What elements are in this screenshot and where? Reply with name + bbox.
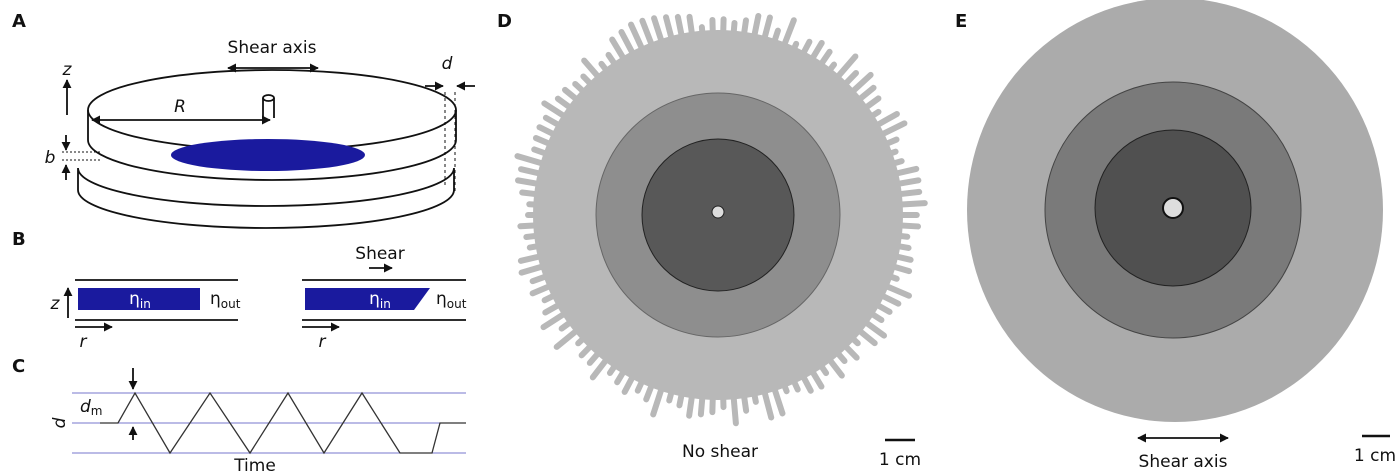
shear-axis-label: Shear axis xyxy=(228,38,317,58)
b-label: b xyxy=(45,148,56,168)
panel-label: B xyxy=(12,229,26,250)
r-label: r xyxy=(80,332,88,352)
waveform xyxy=(72,368,466,453)
time-label: Time xyxy=(233,456,276,473)
r-label: r xyxy=(319,332,327,352)
eta: η xyxy=(129,289,140,309)
caption: No shear xyxy=(682,442,758,462)
panel-label: E xyxy=(955,11,967,32)
d: d xyxy=(80,397,91,417)
subscript: m xyxy=(91,404,103,418)
drop xyxy=(171,139,365,171)
r-label: R xyxy=(174,97,186,117)
subscript: in xyxy=(380,297,391,311)
panel-label: D xyxy=(497,11,512,32)
plates xyxy=(62,68,475,228)
subscript: out xyxy=(221,297,241,311)
eta: η xyxy=(210,289,221,309)
dm-label: dm xyxy=(80,397,103,418)
z-label: z xyxy=(50,294,61,314)
panel-label: C xyxy=(12,356,25,377)
z-label: z xyxy=(62,60,73,80)
eta: η xyxy=(369,289,380,309)
d-axis-label: d xyxy=(50,417,70,428)
figure: A Shear axis z R d b B ηin ηout z r ηin … xyxy=(0,0,1398,473)
scale-label: 1 cm xyxy=(1354,446,1396,466)
panel-label: A xyxy=(12,11,26,32)
d-label: d xyxy=(442,54,453,74)
eta-out: ηout xyxy=(436,289,467,311)
shear-axis-label: Shear axis xyxy=(1139,452,1228,472)
shear-label: Shear xyxy=(355,244,404,264)
pattern-e xyxy=(967,0,1390,438)
subscript: out xyxy=(447,297,467,311)
eta: η xyxy=(436,289,447,309)
subscript: in xyxy=(140,297,151,311)
eta-out: ηout xyxy=(210,289,241,311)
channels xyxy=(68,268,466,327)
scale-label: 1 cm xyxy=(879,450,921,470)
